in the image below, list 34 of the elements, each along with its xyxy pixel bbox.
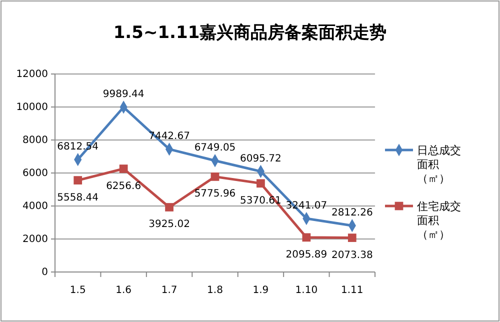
- y-tick-label: 6000: [22, 168, 48, 180]
- x-tick-label: 1.8: [207, 285, 223, 296]
- point: [210, 172, 220, 181]
- data-label: 5558.44: [57, 192, 99, 204]
- x-tick-label: 1.5: [70, 285, 86, 296]
- data-label: 2812.26: [331, 208, 373, 219]
- y-tick-label: 8000: [22, 135, 48, 146]
- x-tick-label: 1.7: [161, 285, 178, 296]
- chart-title: 1.5~1.11嘉兴商品房备案面积走势: [113, 22, 387, 43]
- x-tick-label: 1.9: [252, 285, 269, 296]
- data-label: 2073.38: [331, 250, 373, 261]
- x-tick-label: 1.10: [295, 285, 318, 296]
- point: [74, 176, 82, 184]
- data-label: 6256.6: [106, 180, 142, 192]
- point: [256, 179, 265, 188]
- y-tick-label: 4000: [22, 201, 48, 212]
- data-label: 6749.05: [194, 142, 236, 154]
- x-tick-label: 1.6: [116, 285, 132, 296]
- y-tick-label: 0: [42, 267, 48, 278]
- y-tick-label: 10000: [16, 102, 48, 114]
- legend-label: 住宅成交面积（㎡）: [417, 200, 461, 241]
- data-label: 9989.44: [102, 89, 144, 100]
- point: [119, 164, 128, 173]
- point: [348, 234, 356, 242]
- data-label: 6095.72: [240, 153, 282, 164]
- point: [302, 233, 311, 242]
- data-label: 5775.96: [194, 188, 236, 200]
- point: [165, 203, 174, 212]
- y-tick-label: 2000: [22, 234, 48, 246]
- legend-label: 日总成交面积（㎡）: [417, 144, 461, 185]
- data-label: 2095.89: [286, 249, 328, 260]
- data-label: 3925.02: [148, 219, 190, 230]
- y-tick-label: 12000: [16, 69, 48, 80]
- x-tick-label: 1.11: [341, 285, 364, 296]
